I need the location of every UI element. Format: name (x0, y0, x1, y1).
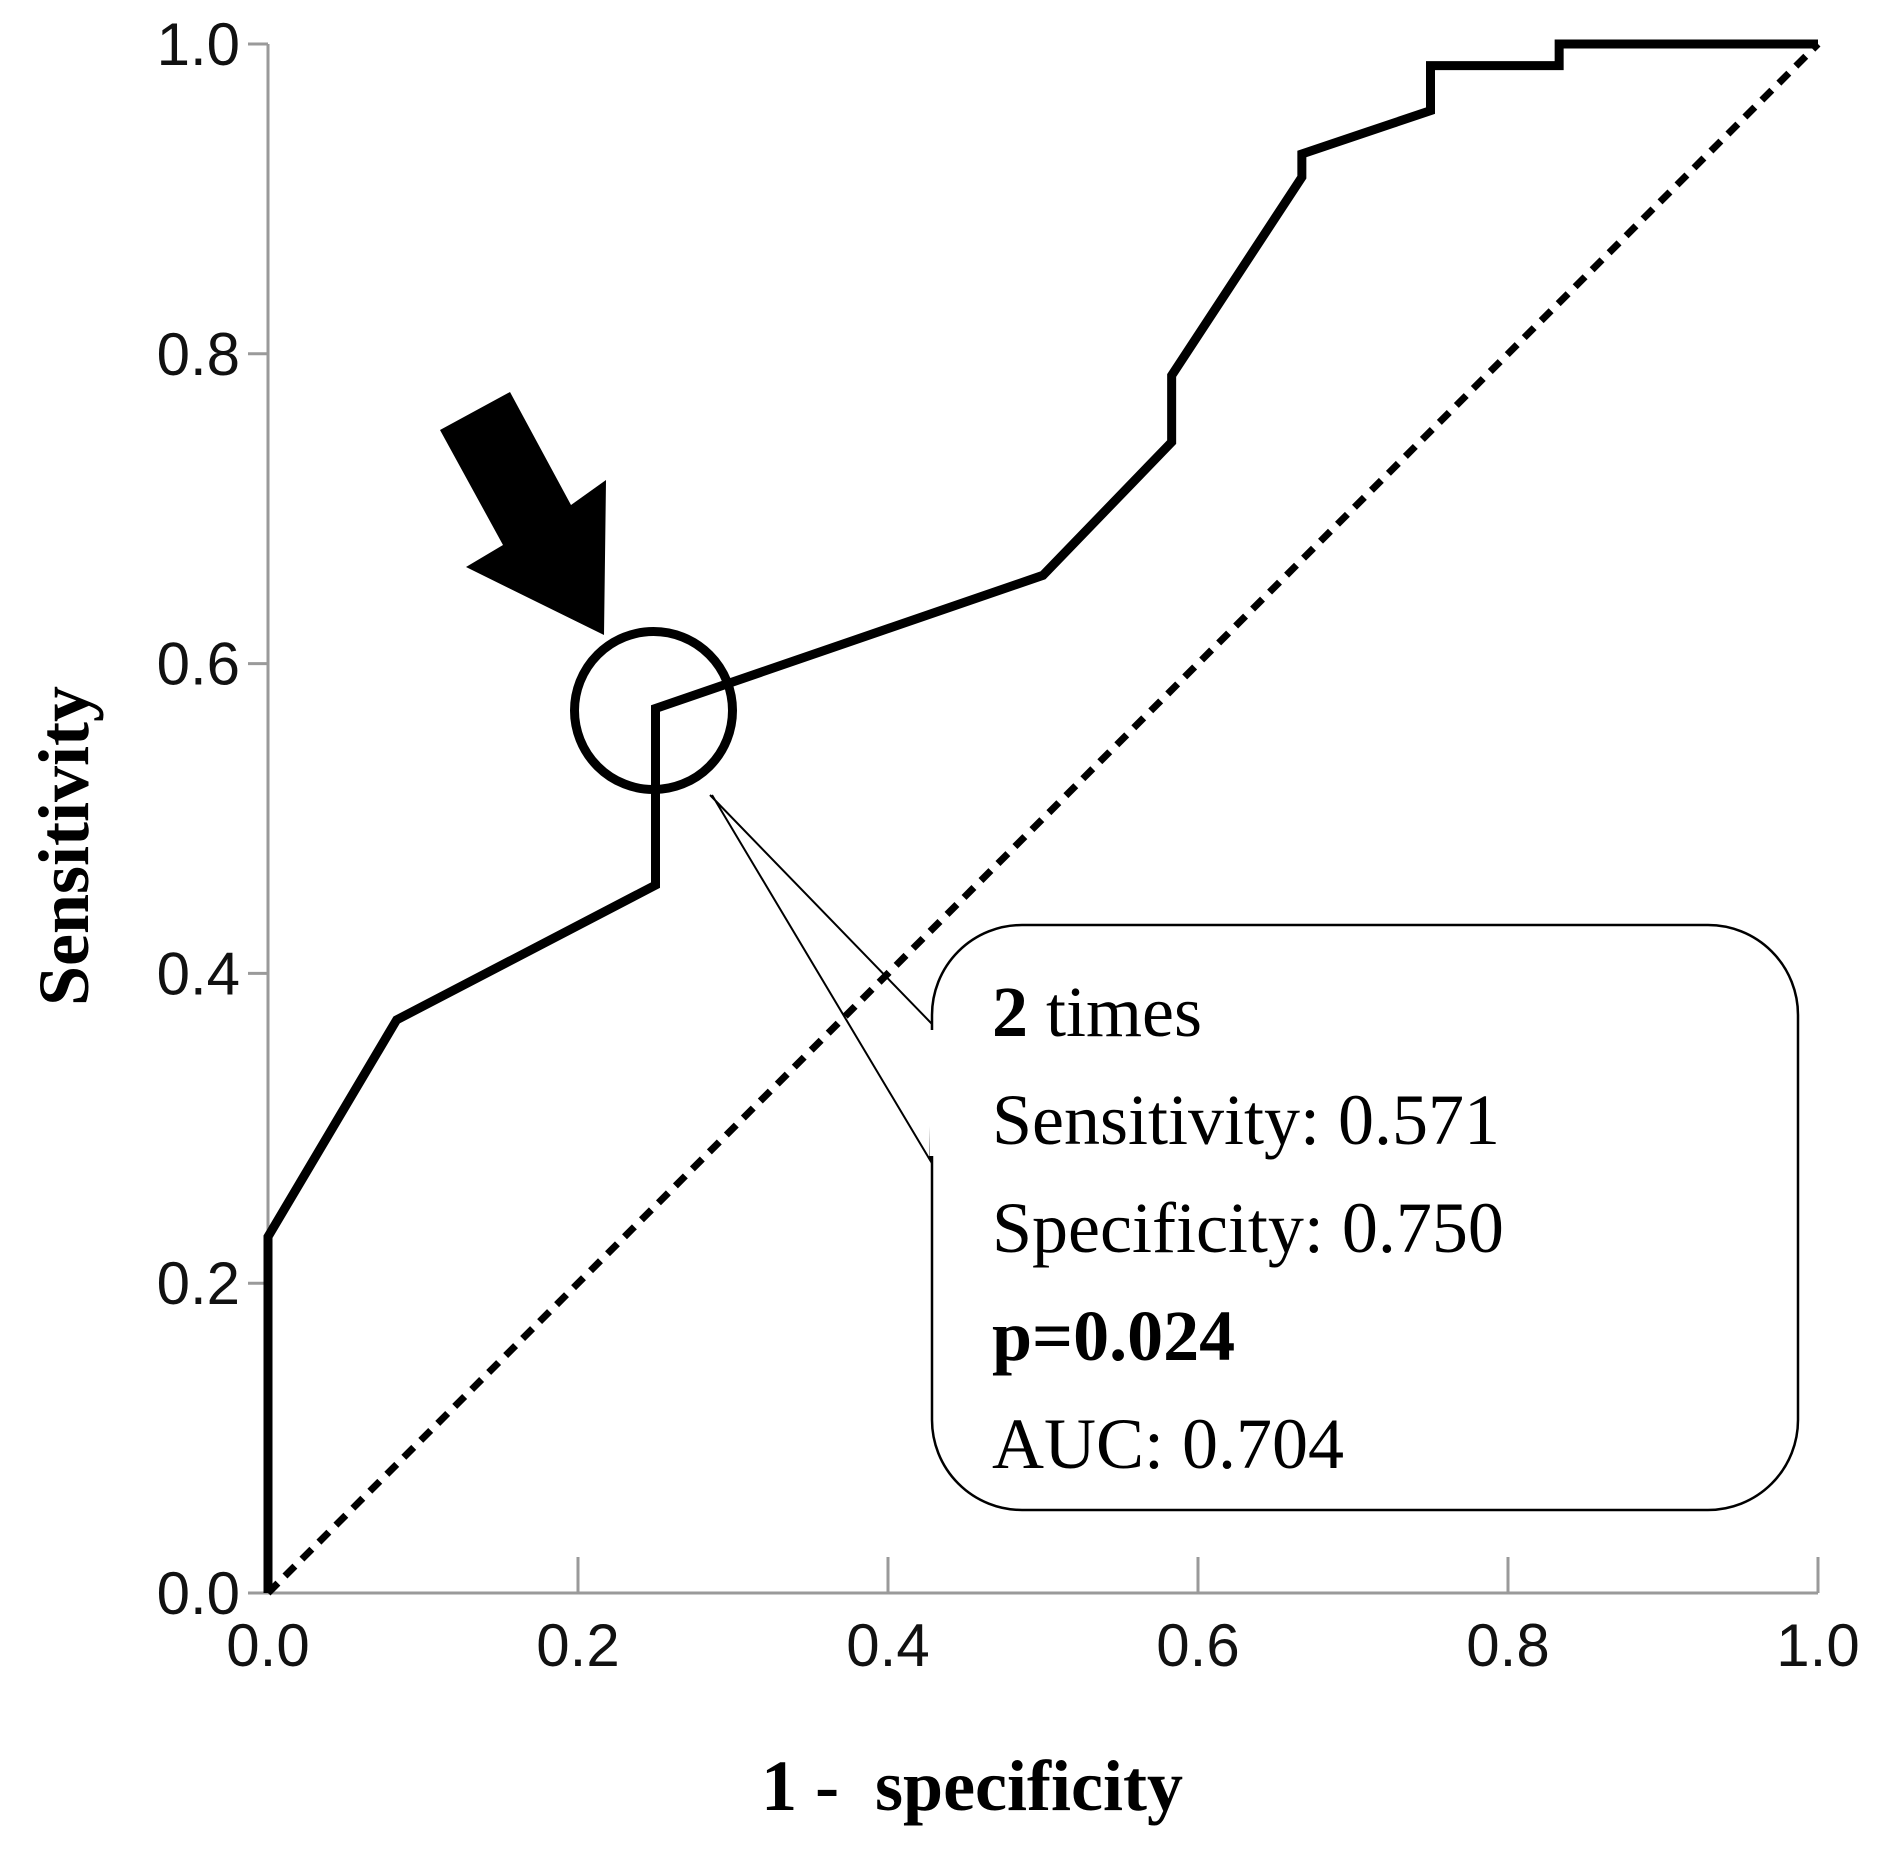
highlight-circle-icon (570, 627, 737, 795)
y-tick-label: 0.8 (157, 321, 240, 388)
y-tick-label: 0.2 (157, 1250, 240, 1317)
reference-line (265, 41, 1821, 1596)
y-tick-label: 1.0 (157, 11, 240, 78)
y-axis-title: Sensitivity (24, 686, 104, 1006)
callout-count-suffix: times (1028, 972, 1202, 1052)
roc-curve-line (263, 39, 1818, 1593)
x-tick-label: 0.4 (846, 1612, 929, 1679)
callout-specificity: Specificity: 0.750 (992, 1188, 1504, 1268)
x-tick-label: 0.6 (1156, 1612, 1239, 1679)
arrow-down-right-icon (440, 392, 606, 635)
x-tick-label: 0.8 (1466, 1612, 1549, 1679)
callout-p-value: p=0.024 (992, 1296, 1235, 1376)
callout-auc: AUC: 0.704 (992, 1404, 1344, 1484)
y-tick-label: 0.0 (157, 1560, 240, 1627)
callout-count-line: 2 times (992, 972, 1202, 1052)
callout-sensitivity: Sensitivity: 0.571 (992, 1080, 1500, 1160)
x-tick-label: 0.0 (226, 1612, 309, 1679)
callout-count-number: 2 (992, 972, 1028, 1052)
x-tick-label: 0.2 (536, 1612, 619, 1679)
y-tick-label: 0.4 (157, 940, 240, 1007)
callout-box (930, 923, 1800, 1512)
y-tick-label: 0.6 (157, 631, 240, 698)
x-tick-label: 1.0 (1776, 1612, 1859, 1679)
x-axis-title: 1 - specificity (761, 1746, 1183, 1826)
x-ticks: 0.0 0.2 0.4 0.6 0.8 1.0 (226, 1557, 1860, 1679)
y-ticks: 0.0 0.2 0.4 0.6 0.8 1.0 (157, 11, 268, 1627)
